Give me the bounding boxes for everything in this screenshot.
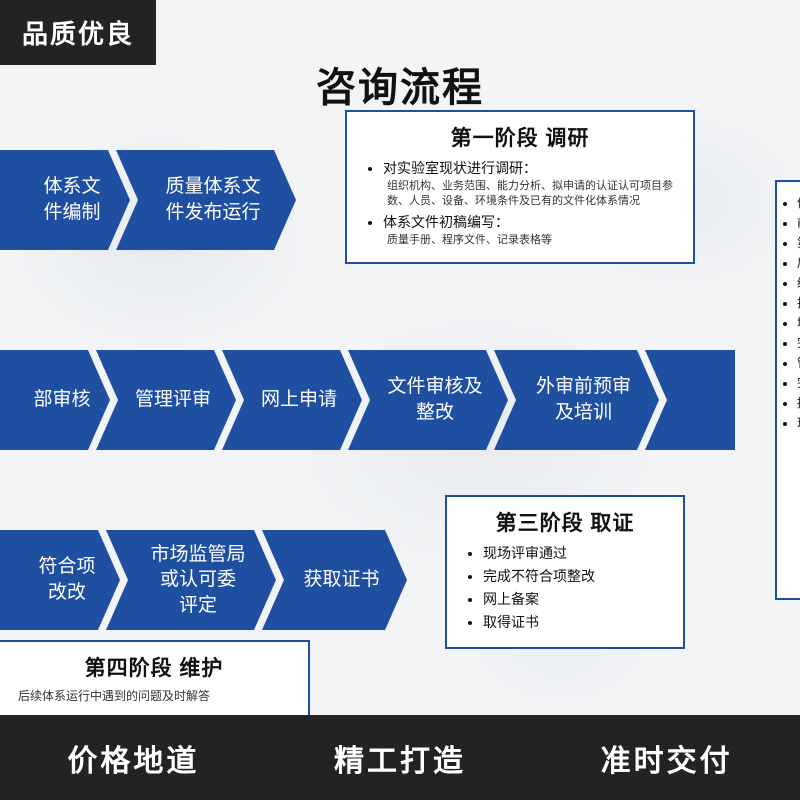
stage-3-list: 现场评审通过完成不符合项整改网上备案取得证书	[461, 543, 669, 633]
process-step-label: 获取证书	[303, 567, 379, 593]
process-step-label: 市场监管局 或认可委 评定	[150, 542, 245, 619]
process-step: 市场监管局 或认可委 评定	[106, 530, 276, 630]
process-row-3: 符合项 改改 市场监管局 或认可委 评定 获取证书	[0, 530, 407, 630]
process-step-label: 体系文 件编制	[43, 174, 100, 225]
stage-3-item: 完成不符合项整改	[483, 566, 669, 587]
process-step: 质量体系文 件发布运行	[116, 150, 296, 250]
stage-1-item-sub: 质量手册、程序文件、记录表格等	[383, 233, 679, 248]
process-step: 符合项 改改	[0, 530, 120, 630]
process-step: 网上申请	[222, 350, 362, 450]
stage-1-callout: 第一阶段 调研 对实验室现状进行调研：组织机构、业务范围、能力分析、拟申请的认证…	[345, 110, 695, 264]
process-row-1: 体系文 件编制 质量体系文 件发布运行	[0, 150, 296, 250]
stage-2-callout-partial: 体前第后级指填完管完授现	[775, 180, 800, 600]
process-step-label: 文件审核及 整改	[387, 374, 482, 425]
stage-3-item: 取得证书	[483, 612, 669, 633]
stage-4-title: 第四阶段 维护	[14, 652, 294, 682]
process-step: 部审核	[0, 350, 110, 450]
slogan-2: 精工打造	[334, 736, 466, 780]
process-step: 外审前预审 及培训	[494, 350, 659, 450]
bottom-slogan-bar: 价格地道 精工打造 准时交付	[0, 715, 800, 800]
slogan-1: 价格地道	[67, 736, 199, 780]
stage-3-item: 网上备案	[483, 589, 669, 610]
stage-1-item: 体系文件初稿编写：质量手册、程序文件、记录表格等	[383, 212, 679, 248]
process-step-label: 外审前预审 及培训	[536, 374, 631, 425]
process-step	[645, 350, 735, 450]
stage-1-item-sub: 组织机构、业务范围、能力分析、拟申请的认证认可项目参数、人员、设备、环境条件及已…	[383, 179, 679, 210]
stage-4-sub: 后续体系运行中遇到的问题及时解答	[14, 688, 294, 705]
stage-3-item: 现场评审通过	[483, 543, 669, 564]
process-row-2: 部审核 管理评审 网上申请 文件审核及 整改 外审前预审 及培训	[0, 350, 735, 450]
stage-2-list: 体前第后级指填完管完授现	[783, 194, 800, 432]
process-step: 体系文 件编制	[0, 150, 130, 250]
process-step-label: 部审核	[33, 387, 90, 413]
process-step-label: 符合项 改改	[38, 554, 95, 605]
stage-3-title: 第三阶段 取证	[461, 507, 669, 537]
slogan-3: 准时交付	[601, 736, 733, 780]
process-step-label: 质量体系文 件发布运行	[165, 174, 260, 225]
process-step-label: 网上申请	[261, 387, 337, 413]
top-quality-badge: 品质优良	[0, 0, 156, 65]
process-step: 文件审核及 整改	[348, 350, 508, 450]
process-step: 获取证书	[262, 530, 407, 630]
stage-1-list: 对实验室现状进行调研：组织机构、业务范围、能力分析、拟申请的认证认可项目参数、人…	[361, 158, 679, 248]
process-step: 管理评审	[96, 350, 236, 450]
stage-3-callout: 第三阶段 取证 现场评审通过完成不符合项整改网上备案取得证书	[445, 495, 685, 649]
stage-1-item: 对实验室现状进行调研：组织机构、业务范围、能力分析、拟申请的认证认可项目参数、人…	[383, 158, 679, 210]
stage-1-title: 第一阶段 调研	[361, 122, 679, 152]
stage-4-callout: 第四阶段 维护 后续体系运行中遇到的问题及时解答	[0, 640, 310, 719]
process-step-label: 管理评审	[135, 387, 211, 413]
